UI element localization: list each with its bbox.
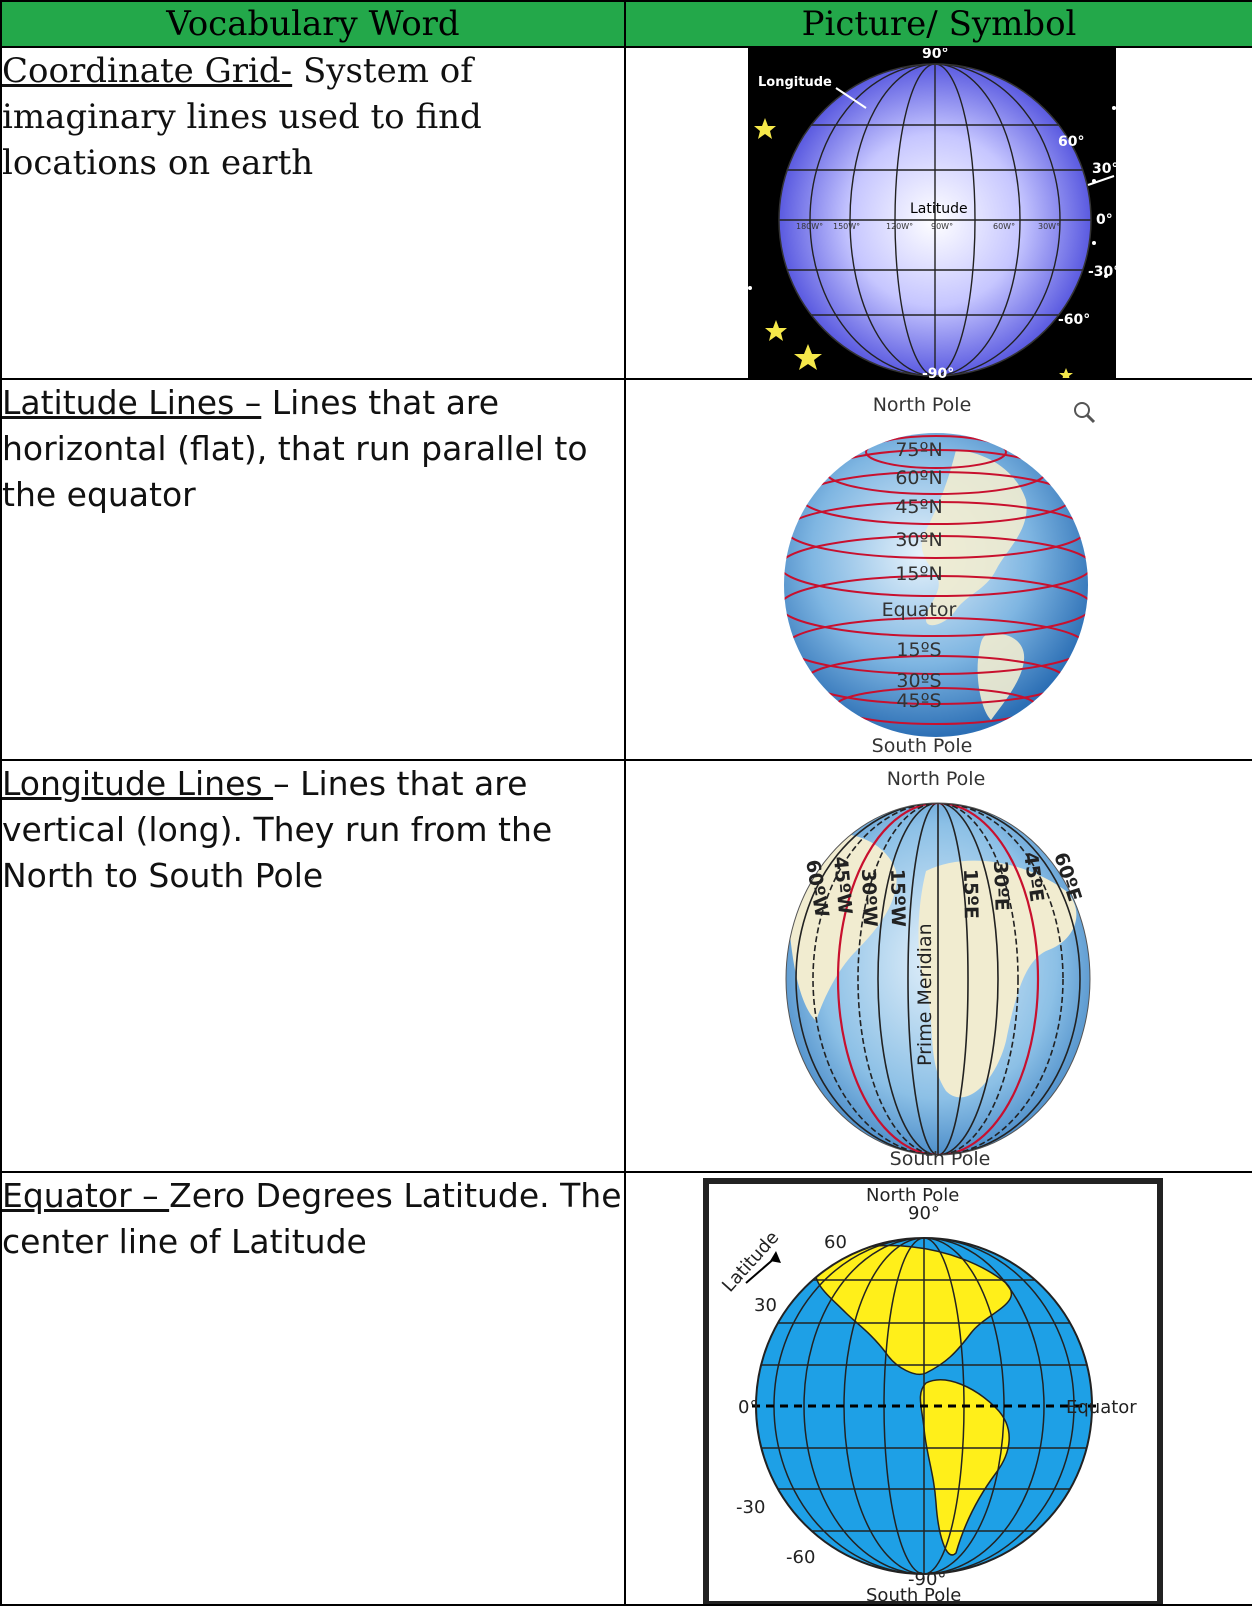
picture-cell: North Pole South Pole 75ºN 60ºN 45ºN 30º… xyxy=(624,378,1252,761)
lon-label-30w: 30W° xyxy=(1038,222,1060,231)
picture-cell: Longitude Latitude 90° -90° 60° 30° 0° -… xyxy=(624,46,1252,380)
word-cell: Longitude Lines – Lines that are vertica… xyxy=(0,759,626,1173)
prime-meridian-label: Prime Meridian xyxy=(914,923,936,1066)
bottom-degree-label: -90° xyxy=(922,366,954,378)
lat-label-0: 0° xyxy=(1096,212,1113,228)
term: Coordinate Grid- xyxy=(2,51,293,91)
longitude-label-15e: 15ºE xyxy=(959,869,982,920)
latitude-label-15n: 15ºN xyxy=(895,563,942,585)
south-pole-label: South Pole xyxy=(890,1148,991,1170)
latitude-label-30s: 30ºS xyxy=(896,670,941,692)
longitude-label-45w: 45ºW xyxy=(829,856,856,916)
table-row: Longitude Lines – Lines that are vertica… xyxy=(0,759,1252,1173)
lat-mark-60: 60 xyxy=(824,1232,847,1253)
latitude-globe-image: North Pole South Pole 75ºN 60ºN 45ºN 30º… xyxy=(784,394,1096,757)
latitude-label-30n: 30ºN xyxy=(895,529,942,551)
top-degree-label: 90° xyxy=(922,48,948,62)
lat-label-60: 60° xyxy=(1058,134,1084,150)
longitude-label: Longitude xyxy=(758,75,832,90)
south-pole-label: South Pole xyxy=(866,1585,961,1604)
latitude-label: Latitude xyxy=(910,201,968,217)
picture-cell: North Pole 90° -90° South Pole Equator 6… xyxy=(624,1171,1252,1606)
picture-cell: North Pole South Pole 60ºW 45ºW 30ºW 15º… xyxy=(624,759,1252,1173)
lat-mark-minus60: -60 xyxy=(786,1547,815,1568)
north-pole-label: North Pole xyxy=(873,394,972,416)
longitude-label-15w: 15ºW xyxy=(886,869,909,928)
word-cell: Equator – Zero Degrees Latitude. The cen… xyxy=(0,1171,626,1606)
lon-label-120w: 120W° xyxy=(886,222,913,231)
latitude-label-75n: 75ºN xyxy=(895,439,942,461)
longitude-label-30w: 30ºW xyxy=(857,868,881,927)
top-degree-label: 90° xyxy=(908,1203,940,1224)
equator-globe-image: North Pole 90° -90° South Pole Equator 6… xyxy=(703,1178,1163,1604)
table-row: Coordinate Grid- System of imaginary lin… xyxy=(0,46,1252,380)
latitude-label-45s: 45ºS xyxy=(896,690,941,712)
equator-label: Equator xyxy=(1066,1397,1137,1418)
term: Equator – xyxy=(2,1176,170,1215)
term: Longitude Lines xyxy=(2,764,274,803)
latitude-label-45n: 45ºN xyxy=(895,496,942,518)
lon-label-60w: 60W° xyxy=(993,222,1015,231)
word-cell: Coordinate Grid- System of imaginary lin… xyxy=(0,46,626,380)
definition: System of imaginary lines used to find l… xyxy=(2,51,482,183)
definition: Lines that are horizontal (flat), that r… xyxy=(2,383,588,514)
coordinate-grid-globe-image: Longitude Latitude 90° -90° 60° 30° 0° -… xyxy=(748,48,1120,378)
latitude-label-60n: 60ºN xyxy=(895,467,942,489)
lat-label-minus30: -30° xyxy=(1088,264,1120,280)
lon-label-90w: 90W° xyxy=(931,222,953,231)
lat-mark-minus30: -30 xyxy=(736,1497,765,1518)
lat-label-30: 30° xyxy=(1092,161,1118,177)
definition: Zero Degrees Latitude. The center line o… xyxy=(2,1176,622,1261)
header-vocabulary-word: Vocabulary Word xyxy=(0,0,626,48)
bottom-degree-label: -90° xyxy=(908,1569,946,1590)
lat-mark-30: 30 xyxy=(754,1295,777,1316)
lon-label-150w: 150W° xyxy=(833,222,860,231)
longitude-globe-image: North Pole South Pole 60ºW 45ºW 30ºW 15º… xyxy=(785,768,1091,1170)
north-pole-label: North Pole xyxy=(866,1185,959,1206)
word-cell: Latitude Lines – Lines that are horizont… xyxy=(0,378,626,761)
longitude-label-30e: 30ºE xyxy=(989,860,1013,911)
lat-label-minus60: -60° xyxy=(1058,312,1090,328)
header-picture-symbol: Picture/ Symbol xyxy=(624,0,1252,48)
lon-label-180w: 180W° xyxy=(796,222,823,231)
equator-label: Equator xyxy=(882,599,957,621)
table-row: Latitude Lines – Lines that are horizont… xyxy=(0,378,1252,761)
header-row: Vocabulary Word Picture/ Symbol xyxy=(0,0,1252,48)
term: Latitude Lines – xyxy=(2,383,262,422)
definition: – Lines that are vertical (long). They r… xyxy=(2,764,553,895)
latitude-label-15s: 15ºS xyxy=(896,639,941,661)
table-row: Equator – Zero Degrees Latitude. The cen… xyxy=(0,1171,1252,1606)
lat-mark-0: 0° xyxy=(738,1397,758,1418)
south-pole-label: South Pole xyxy=(872,735,973,757)
north-pole-label: North Pole xyxy=(887,768,986,790)
